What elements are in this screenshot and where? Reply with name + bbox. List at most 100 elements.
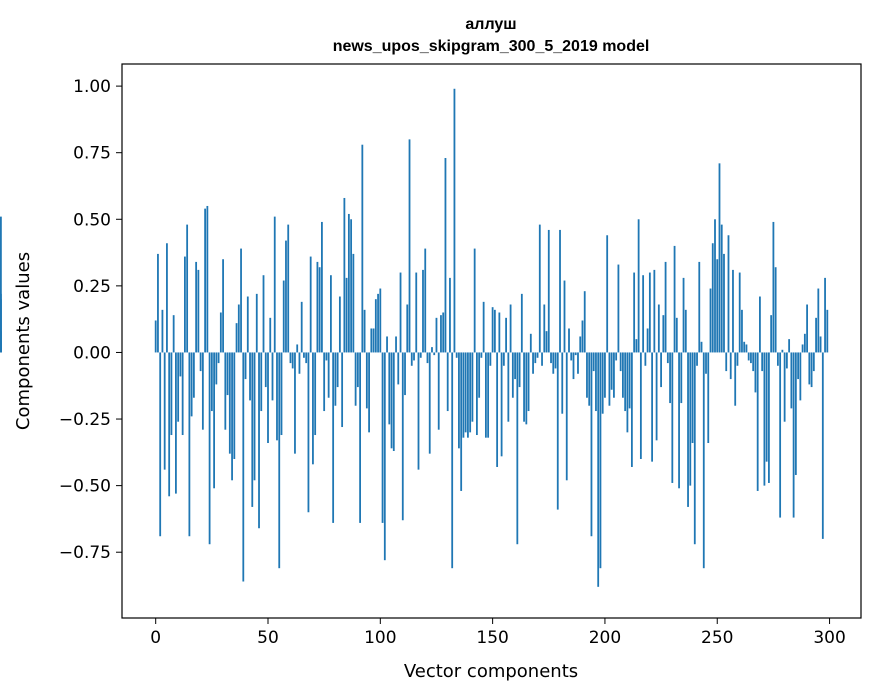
bar: [714, 219, 716, 353]
bar: [440, 315, 442, 353]
bar: [826, 309, 829, 353]
y-tick-label: 1.00: [73, 77, 111, 97]
bar: [480, 352, 483, 358]
x-tick-label: 300: [813, 628, 845, 648]
bar: [525, 352, 528, 425]
bar: [166, 243, 168, 353]
bar: [476, 352, 478, 436]
bar: [300, 301, 303, 353]
bar: [520, 293, 523, 353]
x-tick-label: 150: [476, 628, 508, 648]
bar: [565, 352, 568, 481]
chart-subtitle: news_upos_skipgram_300_5_2019 model: [333, 38, 650, 55]
bar: [386, 336, 388, 353]
bar: [547, 229, 550, 353]
bar: [188, 352, 191, 537]
bar: [613, 352, 615, 398]
bar: [460, 352, 463, 491]
bar: [595, 352, 597, 412]
bar: [545, 331, 548, 353]
bar: [646, 328, 649, 353]
bar: [168, 352, 171, 497]
bar: [718, 163, 721, 353]
bar: [285, 240, 287, 353]
bar: [269, 317, 272, 353]
bar: [747, 352, 750, 361]
bar: [235, 323, 238, 353]
bar: [691, 352, 694, 444]
bar: [395, 336, 397, 353]
bar: [648, 272, 651, 353]
bar: [743, 341, 746, 353]
bar: [462, 352, 465, 438]
bar: [729, 352, 732, 380]
bar: [633, 272, 636, 353]
bar: [363, 309, 366, 353]
bar: [529, 333, 532, 353]
bar: [698, 261, 701, 353]
bar: [606, 235, 609, 353]
bar: [779, 352, 782, 518]
bar: [487, 352, 490, 438]
bar: [738, 272, 741, 353]
bar: [260, 352, 263, 412]
bar: [195, 261, 198, 353]
bar: [824, 277, 826, 353]
bar: [415, 272, 418, 353]
bar: [264, 352, 267, 388]
bar: [341, 352, 344, 428]
bar: [413, 352, 415, 361]
x-tick-label: 50: [257, 628, 279, 648]
x-axis-label: Vector components: [404, 661, 578, 682]
bar: [175, 352, 177, 494]
bar: [687, 352, 689, 507]
bar: [170, 352, 173, 436]
bar: [597, 352, 600, 587]
bar: [453, 88, 456, 353]
bar: [696, 352, 698, 366]
bar: [219, 312, 222, 353]
bar: [372, 328, 375, 353]
bar: [163, 352, 166, 470]
bar: [639, 352, 642, 459]
bar: [237, 304, 240, 353]
bar: [624, 352, 627, 412]
bar: [287, 224, 290, 353]
bar: [642, 275, 645, 353]
bar: [368, 352, 370, 433]
bar: [426, 352, 429, 364]
bar: [514, 352, 516, 380]
bars-group: [0, 88, 829, 587]
bar: [797, 352, 800, 380]
bar: [379, 288, 382, 353]
bar: [592, 352, 595, 372]
bar: [303, 352, 305, 358]
bar: [727, 235, 730, 353]
bar: [700, 341, 703, 353]
bar: [280, 352, 283, 436]
bar: [251, 352, 254, 507]
bar: [608, 352, 611, 406]
bar: [599, 352, 602, 569]
bar: [345, 277, 348, 353]
bar: [437, 352, 440, 430]
bar: [630, 352, 633, 467]
bar: [774, 267, 777, 353]
bar: [543, 304, 546, 353]
bar: [318, 267, 321, 353]
bar: [417, 352, 420, 470]
bar: [635, 339, 638, 353]
bar: [577, 352, 579, 374]
bar: [588, 352, 591, 406]
bar: [208, 352, 211, 545]
bar: [446, 352, 449, 412]
bar: [172, 315, 175, 353]
bar: [750, 352, 752, 364]
bar: [213, 352, 215, 489]
bar: [370, 328, 373, 353]
bar: [559, 229, 561, 353]
bar: [392, 352, 395, 451]
bar: [401, 352, 404, 521]
bar: [419, 352, 422, 358]
